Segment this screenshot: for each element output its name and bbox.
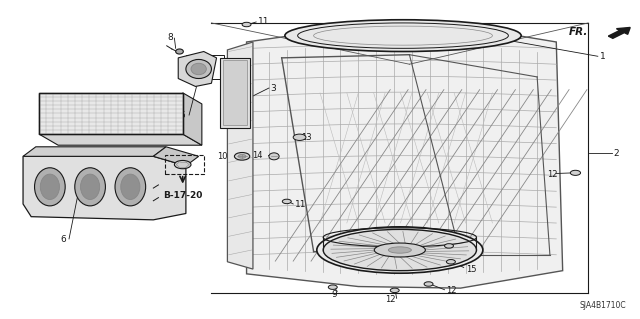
- Ellipse shape: [388, 247, 412, 253]
- Ellipse shape: [374, 243, 426, 257]
- Polygon shape: [182, 93, 202, 145]
- Ellipse shape: [81, 174, 100, 199]
- Ellipse shape: [447, 260, 456, 264]
- Ellipse shape: [186, 59, 211, 78]
- Polygon shape: [23, 156, 186, 220]
- Text: 12: 12: [547, 170, 557, 179]
- Ellipse shape: [191, 63, 206, 75]
- Bar: [39, 93, 182, 134]
- Ellipse shape: [424, 282, 433, 286]
- Text: 13: 13: [301, 133, 312, 142]
- Text: 11: 11: [456, 246, 467, 255]
- Polygon shape: [227, 42, 253, 269]
- Ellipse shape: [174, 160, 191, 169]
- Ellipse shape: [269, 153, 279, 160]
- Text: FR.: FR.: [569, 27, 588, 37]
- Bar: [39, 93, 182, 134]
- Text: 12: 12: [446, 286, 456, 295]
- Bar: [186, 55, 224, 78]
- Ellipse shape: [75, 168, 106, 206]
- Ellipse shape: [282, 199, 291, 204]
- Polygon shape: [246, 26, 563, 288]
- Ellipse shape: [390, 288, 399, 293]
- Text: 1: 1: [600, 52, 605, 61]
- Bar: [220, 58, 250, 128]
- Ellipse shape: [35, 168, 65, 206]
- FancyArrow shape: [608, 27, 630, 38]
- Polygon shape: [39, 134, 202, 145]
- Bar: [166, 155, 204, 174]
- Text: 9: 9: [331, 290, 337, 299]
- Ellipse shape: [293, 134, 306, 140]
- Text: 10: 10: [217, 152, 227, 161]
- Text: 11: 11: [294, 200, 306, 209]
- Ellipse shape: [175, 49, 183, 54]
- Text: 4: 4: [422, 230, 428, 239]
- Ellipse shape: [317, 227, 483, 273]
- Ellipse shape: [323, 229, 476, 271]
- Bar: [223, 60, 247, 125]
- Ellipse shape: [115, 168, 146, 206]
- Ellipse shape: [238, 154, 246, 158]
- Ellipse shape: [242, 22, 251, 27]
- Text: 5: 5: [179, 111, 184, 120]
- Ellipse shape: [570, 170, 580, 175]
- Ellipse shape: [40, 174, 60, 199]
- Text: 11: 11: [258, 18, 269, 26]
- Polygon shape: [178, 51, 216, 86]
- Text: 8: 8: [167, 33, 173, 42]
- Polygon shape: [154, 147, 198, 166]
- Text: 3: 3: [270, 84, 276, 93]
- Text: SJA4B1710C: SJA4B1710C: [580, 301, 627, 310]
- Text: B-17-20: B-17-20: [163, 191, 202, 200]
- Text: 15: 15: [466, 264, 476, 274]
- Text: 12: 12: [385, 295, 396, 304]
- Text: 2: 2: [614, 149, 620, 158]
- Ellipse shape: [445, 244, 454, 248]
- Text: 6: 6: [60, 235, 66, 244]
- Ellipse shape: [121, 174, 140, 199]
- Ellipse shape: [328, 285, 337, 289]
- Ellipse shape: [234, 152, 250, 160]
- Ellipse shape: [285, 20, 521, 51]
- Text: 7: 7: [68, 114, 74, 123]
- Polygon shape: [23, 147, 166, 156]
- Text: 14: 14: [252, 151, 262, 160]
